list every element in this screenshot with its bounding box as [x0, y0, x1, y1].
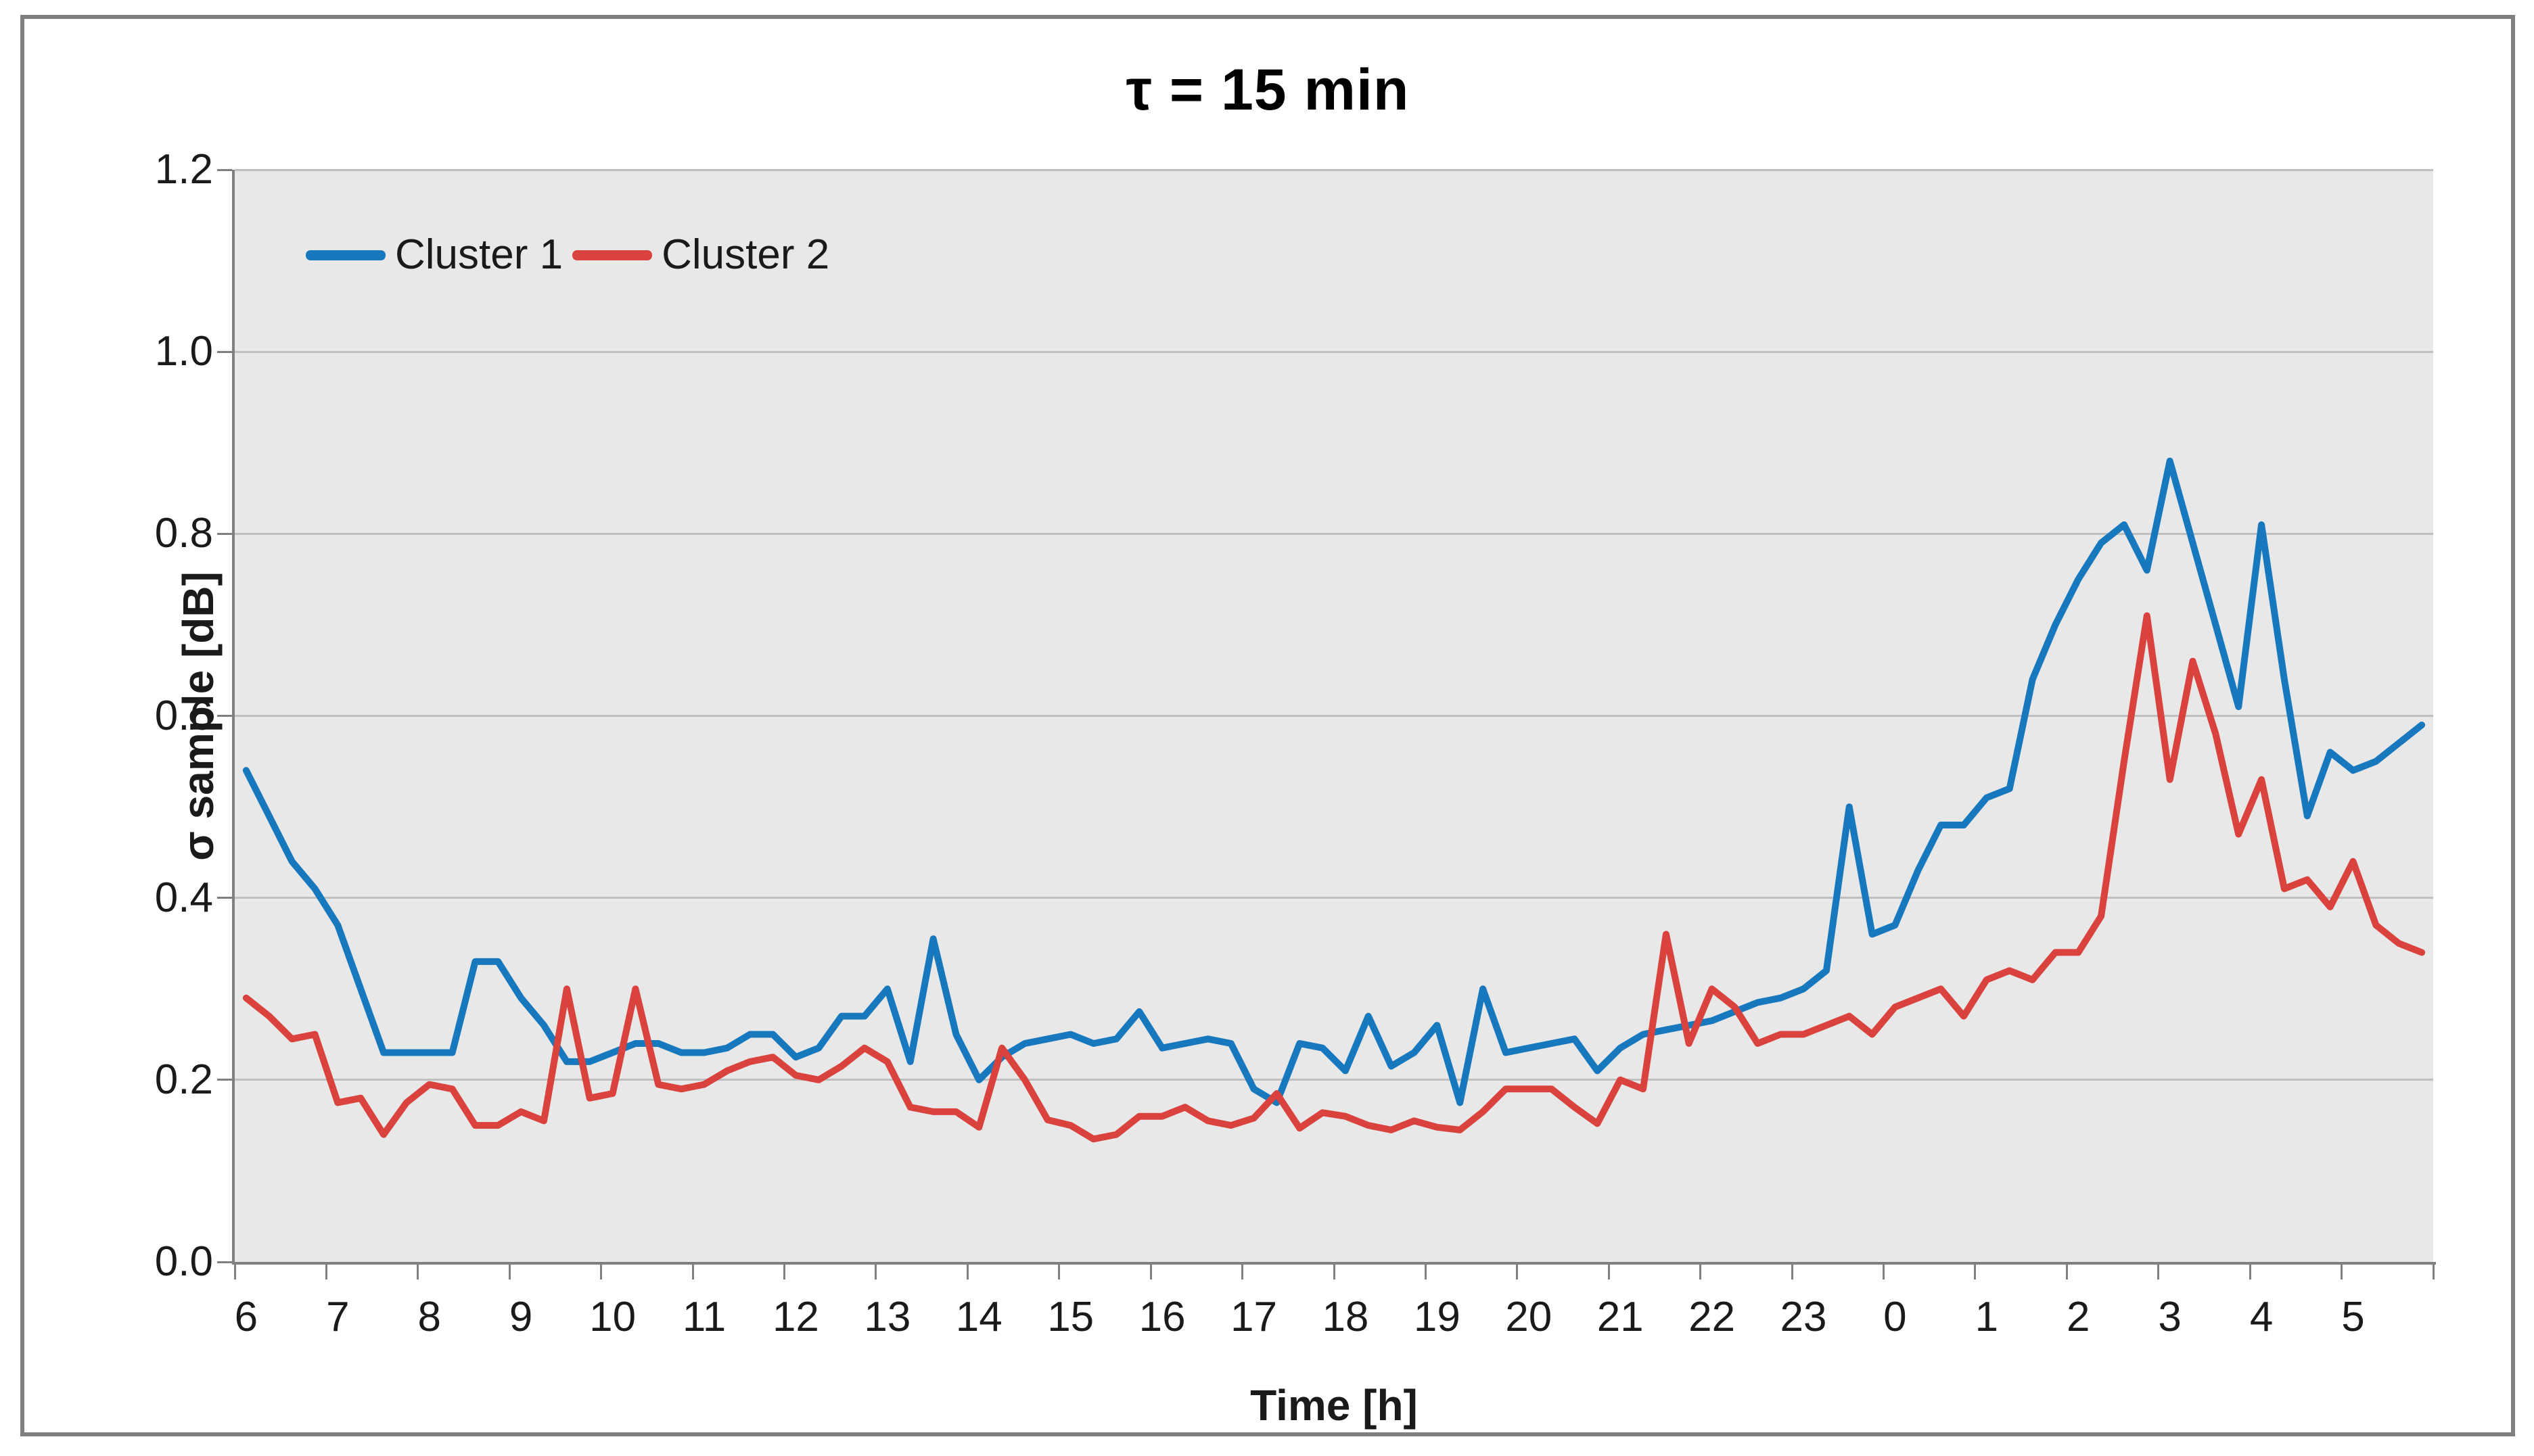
gridline-0.2 [235, 1079, 2433, 1081]
x-tick-label-hour-23: 23 [1780, 1294, 1827, 1340]
x-tick-5 [691, 1265, 694, 1279]
x-tick-11 [1241, 1265, 1244, 1279]
y-tick-label-1.0: 1.0 [154, 328, 213, 375]
x-tick-15 [1607, 1265, 1610, 1279]
x-tick-label-hour-3: 3 [2158, 1294, 2182, 1340]
x-tick-6 [783, 1265, 785, 1279]
x-tick-2 [417, 1265, 419, 1279]
x-tick-label-hour-10: 10 [589, 1294, 637, 1340]
x-tick-label-hour-4: 4 [2249, 1294, 2274, 1340]
x-tick-label-hour-6: 6 [234, 1294, 258, 1340]
y-axis-title: σ sample [dB] [173, 571, 223, 861]
y-tick-1.0 [217, 350, 232, 353]
plot-area: 0.0 0.2 0.4 0.6 0.8 1.0 1.2 6 7 8 9 10 11 12 13 14 15 16… [155, 149, 2436, 1430]
gridline-0.4 [235, 897, 2433, 899]
legend-item-cluster-1: Cluster 1 [306, 234, 563, 276]
gridline-0.8 [235, 532, 2433, 535]
x-tick-19 [1974, 1265, 1977, 1279]
legend-label-cluster-2: Cluster 2 [662, 231, 830, 278]
y-tick-0.8 [217, 532, 232, 535]
chart-title: τ = 15 min [1126, 57, 1410, 122]
x-tick-0 [233, 1265, 236, 1279]
x-tick-label-hour-16: 16 [1138, 1294, 1186, 1340]
y-tick-label-1.2: 1.2 [154, 146, 213, 193]
x-tick-21 [2157, 1265, 2160, 1279]
x-tick-label-hour-2: 2 [2067, 1294, 2090, 1340]
x-tick-label-hour-19: 19 [1413, 1294, 1460, 1340]
legend: Cluster 1 Cluster 2 [306, 234, 829, 276]
series-line-cluster-2 [242, 612, 2426, 1143]
y-tick-label-0.4: 0.4 [154, 874, 213, 921]
y-tick-1.2 [217, 168, 232, 171]
gridline-1.2 [235, 168, 2433, 171]
x-tick-label-hour-14: 14 [955, 1294, 1003, 1340]
x-tick-label-hour-8: 8 [417, 1294, 441, 1340]
chart-frame: τ = 15 min 0.0 0.2 0.4 0.6 0.8 1.0 1.2 6 7 8 9 10 1… [20, 15, 2515, 1436]
x-tick-9 [1058, 1265, 1061, 1279]
x-tick-label-hour-15: 15 [1047, 1294, 1095, 1340]
y-tick-0.0 [217, 1261, 232, 1263]
x-tick-8 [966, 1265, 969, 1279]
legend-item-cluster-2: Cluster 2 [572, 234, 829, 276]
x-tick-label-hour-18: 18 [1322, 1294, 1369, 1340]
x-tick-label-hour-11: 11 [682, 1294, 727, 1340]
y-tick-0.2 [217, 1079, 232, 1081]
y-tick-label-0.2: 0.2 [154, 1056, 213, 1103]
x-tick-label-hour-20: 20 [1505, 1294, 1552, 1340]
y-axis-line [232, 170, 235, 1265]
x-tick-12 [1333, 1265, 1335, 1279]
x-tick-label-hour-17: 17 [1230, 1294, 1277, 1340]
x-tick-23 [2341, 1265, 2343, 1279]
gridline-0.6 [235, 715, 2433, 717]
y-tick-label-0.8: 0.8 [154, 510, 213, 557]
y-tick-label-0.0: 0.0 [154, 1238, 213, 1285]
x-tick-16 [1699, 1265, 1702, 1279]
x-tick-18 [1883, 1265, 1885, 1279]
x-tick-label-hour-7: 7 [326, 1294, 350, 1340]
x-tick-13 [1424, 1265, 1427, 1279]
x-tick-3 [508, 1265, 511, 1279]
cluster-1-line-swatch [306, 250, 386, 260]
x-axis-title: Time [h] [1250, 1381, 1418, 1430]
x-tick-label-hour-9: 9 [509, 1294, 533, 1340]
x-axis-line [232, 1262, 2436, 1265]
x-tick-22 [2249, 1265, 2251, 1279]
x-tick-label-hour-12: 12 [772, 1294, 819, 1340]
x-tick-label-hour-21: 21 [1596, 1294, 1644, 1340]
x-tick-7 [875, 1265, 877, 1279]
y-tick-0.4 [217, 897, 232, 899]
x-tick-label-hour-22: 22 [1688, 1294, 1736, 1340]
series-line-cluster-1 [242, 457, 2426, 1106]
x-tick-4 [600, 1265, 603, 1279]
x-tick-label-hour-1: 1 [1975, 1294, 1999, 1340]
legend-label-cluster-1: Cluster 1 [395, 231, 563, 278]
y-tick-0.6 [217, 715, 232, 717]
y-tick-label-0.6: 0.6 [154, 692, 213, 739]
x-tick-24 [2432, 1265, 2435, 1279]
x-tick-14 [1516, 1265, 1519, 1279]
x-tick-10 [1149, 1265, 1152, 1279]
x-tick-17 [1791, 1265, 1793, 1279]
x-tick-1 [325, 1265, 327, 1279]
x-tick-label-hour-5: 5 [2341, 1294, 2365, 1340]
x-tick-label-hour-0: 0 [1883, 1294, 1907, 1340]
gridline-1.0 [235, 350, 2433, 353]
series-plot [242, 457, 2426, 1143]
cluster-2-line-swatch [572, 250, 653, 260]
x-tick-20 [2065, 1265, 2068, 1279]
x-tick-label-hour-13: 13 [864, 1294, 911, 1340]
